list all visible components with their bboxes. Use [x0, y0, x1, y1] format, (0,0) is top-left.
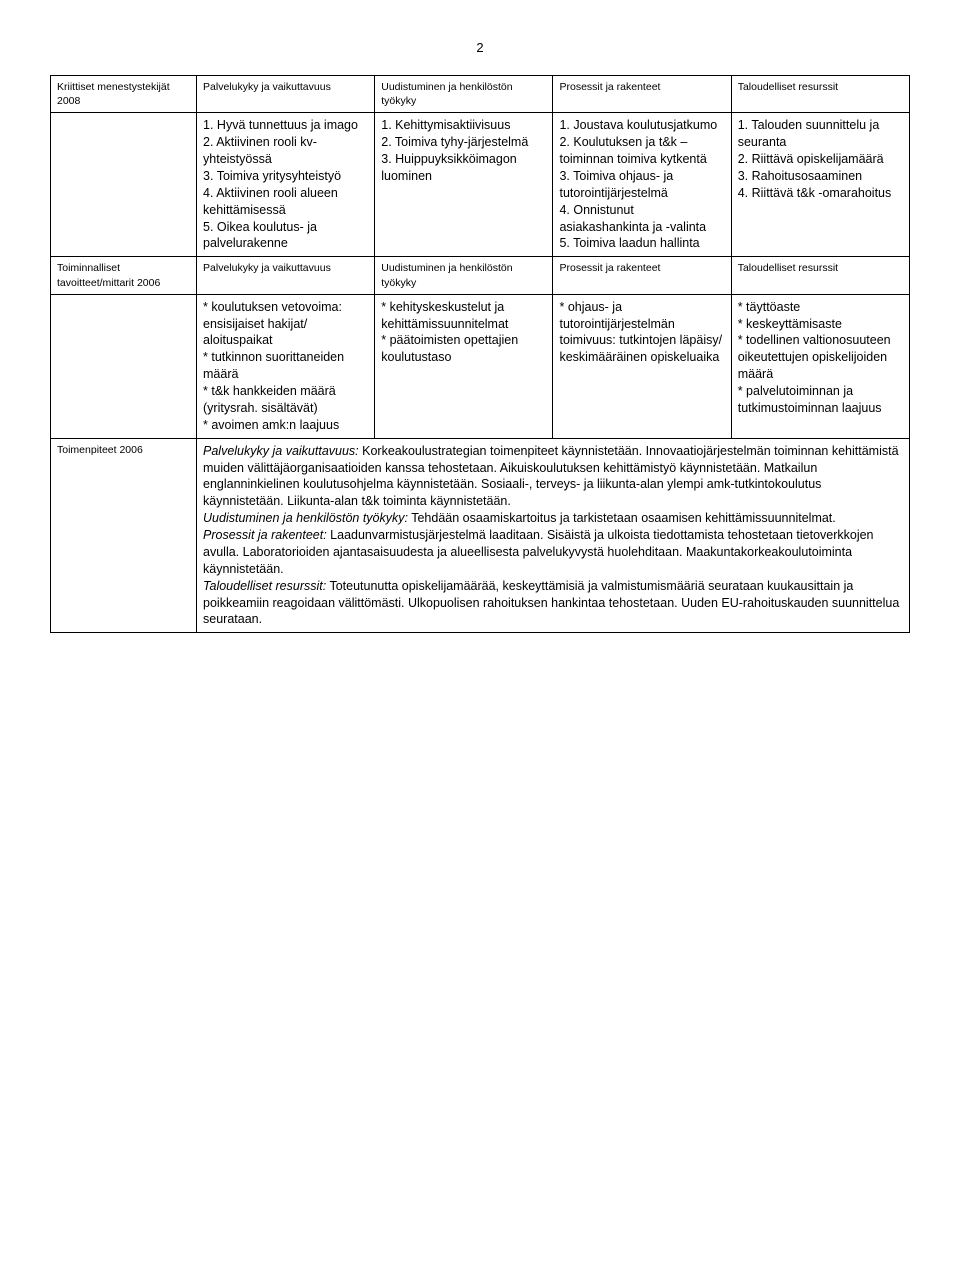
row-label: Toiminnalliset tavoitteet/mittarit 2006 — [51, 257, 197, 294]
table-row: Kriittiset menestystekijät 2008 Palveluk… — [51, 76, 910, 113]
cell-merged: Palvelukyky ja vaikuttavuus: Korkeakoulu… — [197, 438, 910, 633]
cell: Palvelukyky ja vaikuttavuus — [197, 76, 375, 113]
cell: * ohjaus- ja tutorointijärjestelmän toim… — [553, 294, 731, 438]
cell: 1. Hyvä tunnettuus ja imago 2. Aktiivine… — [197, 113, 375, 257]
cell-text: Palvelukyky ja vaikuttavuus — [203, 81, 331, 93]
cell: 1. Talouden suunnittelu ja seuranta 2. R… — [731, 113, 909, 257]
cell-text: Palvelukyky ja vaikuttavuus — [203, 262, 331, 274]
cell: Palvelukyky ja vaikuttavuus — [197, 257, 375, 294]
cell: Taloudelliset resurssit — [731, 76, 909, 113]
cell-text: Toiminnalliset tavoitteet/mittarit 2006 — [57, 262, 160, 288]
cell: Prosessit ja rakenteet — [553, 257, 731, 294]
cell: * koulutuksen vetovoima: ensisijaiset ha… — [197, 294, 375, 438]
cell-text: Prosessit ja rakenteet — [559, 81, 660, 93]
cell-text: Uudistuminen ja henkilöstön työkyky — [381, 81, 515, 107]
row-label — [51, 113, 197, 257]
page-number: 2 — [50, 40, 910, 55]
cell-text: Toimenpiteet 2006 — [57, 444, 143, 456]
cell: Uudistuminen ja henkilöstön työkyky — [375, 257, 553, 294]
document-table: Kriittiset menestystekijät 2008 Palveluk… — [50, 75, 910, 633]
cell: 1. Kehittymisaktiivisuus 2. Toimiva tyhy… — [375, 113, 553, 257]
cell-text: Taloudelliset resurssit — [738, 81, 838, 93]
cell-text: 1. Kehittymisaktiivisuus 2. Toimiva tyhy… — [381, 118, 528, 183]
cell: Uudistuminen ja henkilöstön työkyky — [375, 76, 553, 113]
cell-text: * kehityskeskustelut ja kehittämissuunni… — [381, 300, 521, 365]
cell-text: Prosessit ja rakenteet — [559, 262, 660, 274]
cell-text: 1. Joustava koulutusjatkumo 2. Koulutuks… — [559, 118, 717, 250]
row-label: Kriittiset menestystekijät 2008 — [51, 76, 197, 113]
cell: * täyttöaste * keskeyttämisaste * todell… — [731, 294, 909, 438]
cell-text: Palvelukyky ja vaikuttavuus: Korkeakoulu… — [203, 444, 903, 627]
cell: * kehityskeskustelut ja kehittämissuunni… — [375, 294, 553, 438]
table-row: * koulutuksen vetovoima: ensisijaiset ha… — [51, 294, 910, 438]
cell: Taloudelliset resurssit — [731, 257, 909, 294]
cell-text: * täyttöaste * keskeyttämisaste * todell… — [738, 300, 894, 415]
cell: Prosessit ja rakenteet — [553, 76, 731, 113]
row-label: Toimenpiteet 2006 — [51, 438, 197, 633]
table-row: Toimenpiteet 2006 Palvelukyky ja vaikutt… — [51, 438, 910, 633]
cell-text: Kriittiset menestystekijät 2008 — [57, 81, 173, 107]
table-row: 1. Hyvä tunnettuus ja imago 2. Aktiivine… — [51, 113, 910, 257]
cell-text: 1. Hyvä tunnettuus ja imago 2. Aktiivine… — [203, 118, 358, 250]
cell-text: 1. Talouden suunnittelu ja seuranta 2. R… — [738, 118, 892, 200]
cell-text: * ohjaus- ja tutorointijärjestelmän toim… — [559, 300, 725, 365]
table-row: Toiminnalliset tavoitteet/mittarit 2006 … — [51, 257, 910, 294]
cell: 1. Joustava koulutusjatkumo 2. Koulutuks… — [553, 113, 731, 257]
row-label — [51, 294, 197, 438]
cell-text: Taloudelliset resurssit — [738, 262, 838, 274]
cell-text: * koulutuksen vetovoima: ensisijaiset ha… — [203, 300, 348, 432]
cell-text: Uudistuminen ja henkilöstön työkyky — [381, 262, 515, 288]
